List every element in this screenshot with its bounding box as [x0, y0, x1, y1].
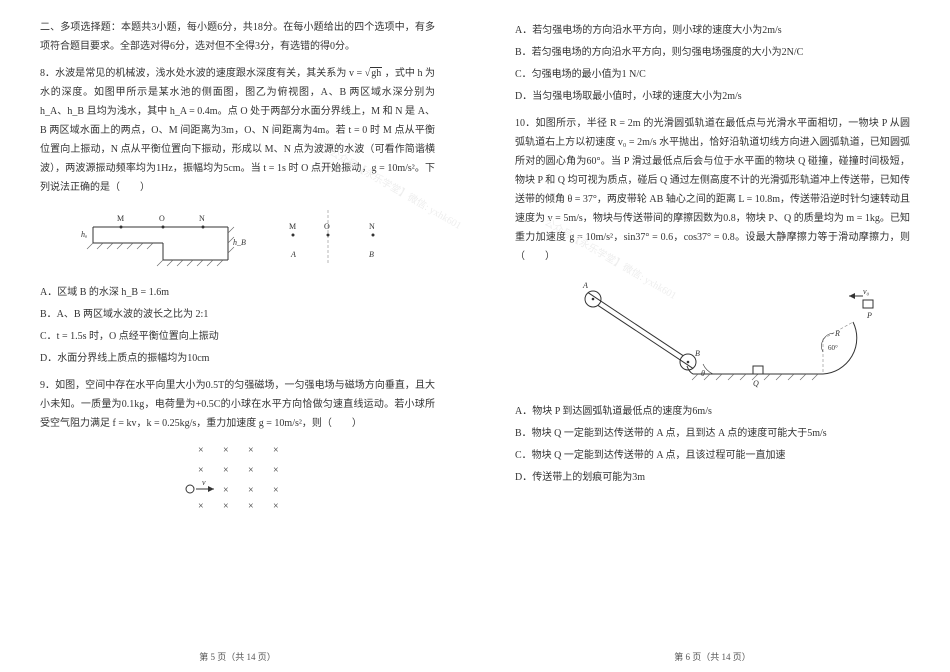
- svg-text:60°: 60°: [828, 344, 838, 352]
- section-title: 二、多项选择题：本题共3小题，每小题6分，共18分。在每小题给出的四个选项中，有…: [40, 18, 435, 56]
- q10-body: 10．如图所示，半径 R = 2m 的光滑圆弧轨道在最低点与光滑水平面相切，一物…: [515, 114, 910, 266]
- q10-optA: A．物块 P 到达圆弧轨道最低点的速度为6m/s: [515, 402, 910, 421]
- svg-text:×: ×: [223, 465, 229, 476]
- svg-text:P: P: [866, 311, 872, 320]
- svg-text:O: O: [159, 214, 165, 223]
- page-right: 公众号【永乐学堂】微信: yxhk601 A．若匀强电场的方向沿水平方向，则小球…: [475, 0, 950, 672]
- q10-optC: C．物块 Q 一定能到达传送带的 A 点，且该过程可能一直加速: [515, 446, 910, 465]
- footer-right: 第 6 页（共 14 页）: [475, 649, 950, 666]
- question-9: 9．如图，空间中存在水平向里大小为0.5T的匀强磁场，一匀强电场与磁场方向垂直，…: [40, 376, 435, 513]
- svg-text:θ: θ: [701, 369, 705, 378]
- svg-text:×: ×: [223, 501, 229, 512]
- svg-text:×: ×: [273, 501, 279, 512]
- svg-text:×: ×: [248, 501, 254, 512]
- q8-figure: hₐ h_B M O N M O N A B: [40, 205, 435, 275]
- q9-v-label: v: [202, 478, 206, 487]
- svg-text:R: R: [834, 329, 840, 338]
- svg-text:A: A: [582, 281, 588, 290]
- svg-text:M: M: [117, 214, 124, 223]
- q10-figure: Q A B θ: [515, 274, 910, 394]
- q9-figure: × × × × × × × × × × × × × × × v: [40, 441, 435, 513]
- q8-sqrt: gh: [370, 67, 382, 79]
- svg-text:B: B: [695, 349, 700, 358]
- svg-text:v₀: v₀: [863, 287, 870, 296]
- q8-optC: C．t = 1.5s 时，O 点经平衡位置向上振动: [40, 327, 435, 346]
- q10-optB: B．物块 Q 一定能到达传送带的 A 点，且到达 A 点的速度可能大于5m/s: [515, 424, 910, 443]
- q8-optD: D．水面分界线上质点的振幅均为10cm: [40, 349, 435, 368]
- q9-optB: B．若匀强电场的方向沿水平方向，则匀强电场强度的大小为2N/C: [515, 43, 910, 62]
- svg-text:×: ×: [248, 445, 254, 456]
- question-8: 8．水波是常见的机械波，浅水处水波的速度跟水深度有关，其关系为 v = √gh …: [40, 64, 435, 368]
- svg-text:×: ×: [273, 445, 279, 456]
- q9-optD: D．当匀强电场取最小值时，小球的速度大小为2m/s: [515, 87, 910, 106]
- svg-text:×: ×: [223, 445, 229, 456]
- svg-text:O: O: [324, 222, 330, 231]
- q8-optA: A．区域 B 的水深 h_B = 1.6m: [40, 283, 435, 302]
- svg-text:N: N: [199, 214, 205, 223]
- question-10: 10．如图所示，半径 R = 2m 的光滑圆弧轨道在最低点与光滑水平面相切，一物…: [515, 114, 910, 487]
- label-hB: h_B: [233, 238, 246, 247]
- q8-optB: B．A、B 两区域水波的波长之比为 2:1: [40, 305, 435, 324]
- q8-body1: 8．水波是常见的机械波，浅水处水波的速度跟水深度有关，其关系为 v =: [40, 68, 365, 79]
- q8-body2: ，式中 h 为水的深度。如图甲所示是某水池的侧面图，图乙为俯视图，A、B 两区域…: [40, 68, 435, 193]
- svg-text:B: B: [369, 250, 374, 259]
- q9-optA: A．若匀强电场的方向沿水平方向，则小球的速度大小为2m/s: [515, 21, 910, 40]
- q9-body: 9．如图，空间中存在水平向里大小为0.5T的匀强磁场，一匀强电场与磁场方向垂直，…: [40, 376, 435, 433]
- svg-text:×: ×: [273, 465, 279, 476]
- svg-text:M: M: [289, 222, 296, 231]
- svg-text:A: A: [290, 250, 296, 259]
- svg-text:N: N: [369, 222, 375, 231]
- label-hA: hₐ: [81, 230, 88, 239]
- q10-optD: D．传送带上的划痕可能为3m: [515, 468, 910, 487]
- svg-text:Q: Q: [753, 379, 759, 388]
- svg-text:×: ×: [248, 465, 254, 476]
- svg-text:×: ×: [198, 501, 204, 512]
- svg-text:×: ×: [273, 485, 279, 496]
- footer-left: 第 5 页（共 14 页）: [0, 649, 475, 666]
- svg-text:×: ×: [198, 445, 204, 456]
- svg-text:×: ×: [198, 465, 204, 476]
- svg-text:×: ×: [223, 485, 229, 496]
- svg-text:×: ×: [248, 485, 254, 496]
- page-left: 公众号【永乐学堂】微信: yxhk601 二、多项选择题：本题共3小题，每小题6…: [0, 0, 475, 672]
- q9-optC: C．匀强电场的最小值为1 N/C: [515, 65, 910, 84]
- q8-body: 8．水波是常见的机械波，浅水处水波的速度跟水深度有关，其关系为 v = √gh …: [40, 64, 435, 197]
